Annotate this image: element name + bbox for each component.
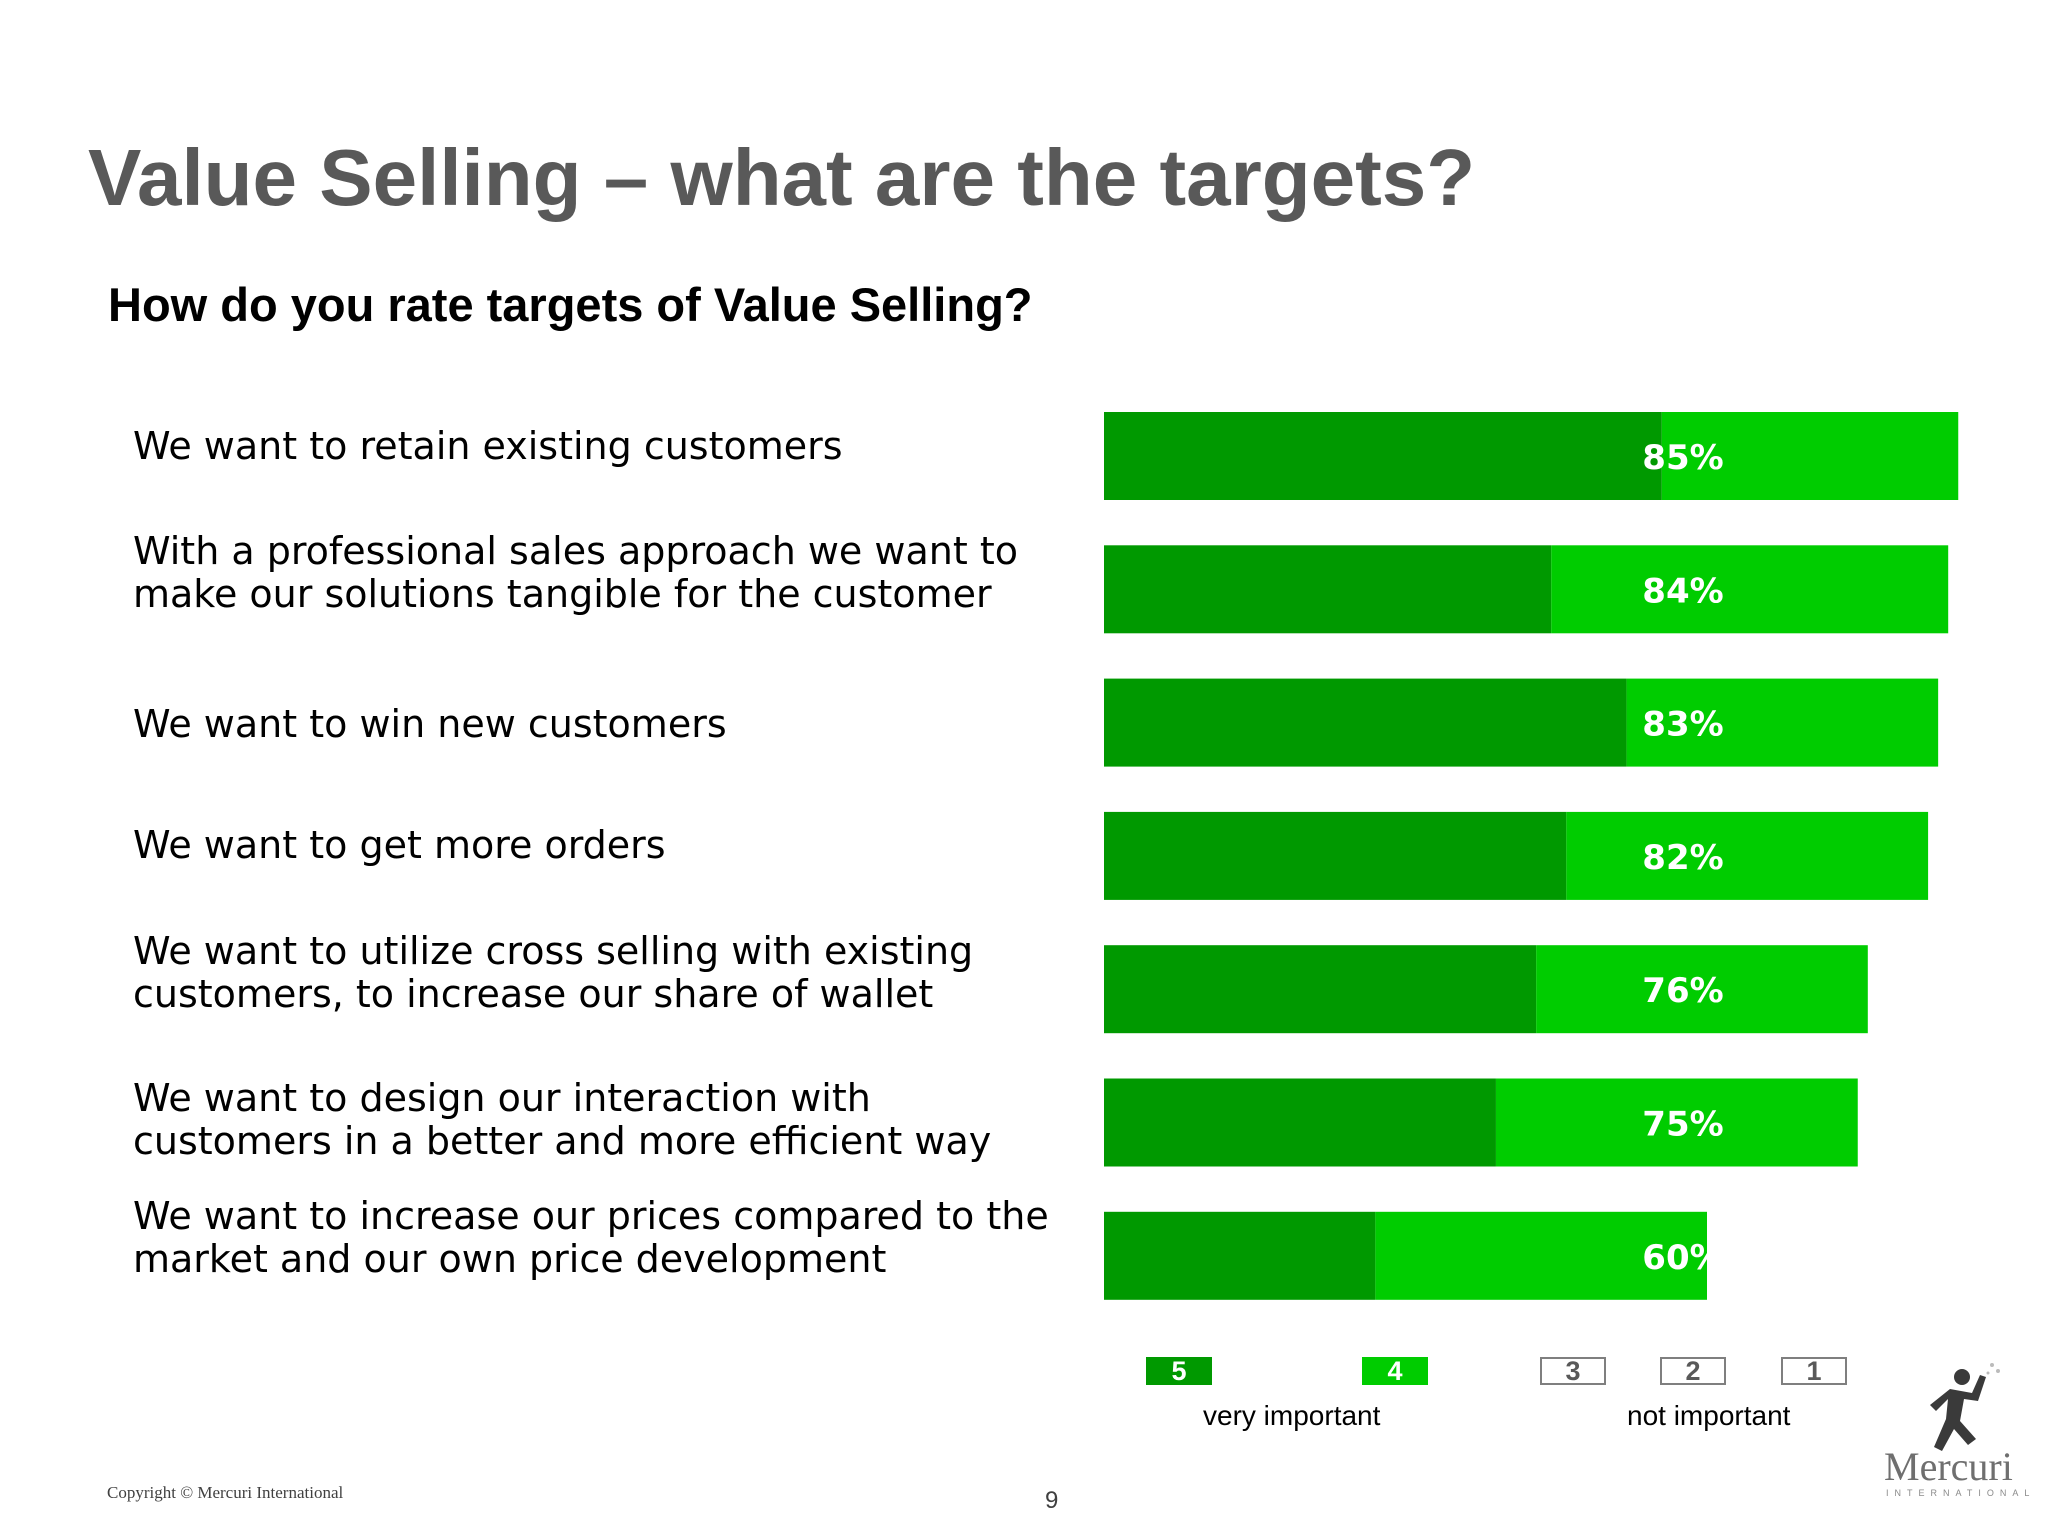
legend-item-5: 5 xyxy=(1146,1357,1212,1385)
bar-segment-rating-4 xyxy=(1551,545,1949,634)
legend-item-3: 3 xyxy=(1540,1357,1606,1385)
legend-item-1: 1 xyxy=(1781,1357,1847,1385)
category-label: We want to utilize cross selling with ex… xyxy=(133,929,974,1016)
bar-segment-rating-5 xyxy=(1104,678,1627,767)
category-label: With a professional sales approach we wa… xyxy=(133,529,1018,616)
legend-item-4: 4 xyxy=(1362,1357,1428,1385)
data-label: 76% xyxy=(1642,971,1723,1011)
logo-wordmark: Mercuri xyxy=(1884,1444,2013,1489)
bar-segment-rating-5 xyxy=(1104,1211,1376,1300)
category-label: We want to increase our prices compared … xyxy=(133,1194,1049,1281)
bar-segment-rating-4 xyxy=(1661,412,1959,500)
logo-subtext: INTERNATIONAL xyxy=(1886,1488,2036,1498)
category-label: We want to design our interaction with c… xyxy=(133,1076,992,1163)
bar-segment-rating-5 xyxy=(1104,545,1552,634)
bar-segment-rating-4 xyxy=(1375,1211,1707,1300)
category-label: We want to win new customers xyxy=(133,702,727,746)
page-subtitle: How do you rate targets of Value Selling… xyxy=(108,278,1033,331)
bar-segment-rating-4 xyxy=(1566,811,1929,900)
category-label: We want to retain existing customers xyxy=(133,424,843,468)
data-label: 83% xyxy=(1642,705,1723,745)
bar-segment-rating-5 xyxy=(1104,1078,1496,1167)
data-label: 60% xyxy=(1642,1238,1723,1278)
copyright-text: Copyright © Mercuri International xyxy=(107,1483,344,1502)
stacked-bar-chart: 85% 84% 83% 82% 76% 75% 60% xyxy=(1104,412,1959,1300)
running-figure-icon xyxy=(1930,1363,2000,1451)
data-label: 84% xyxy=(1642,571,1723,611)
bar-segment-rating-5 xyxy=(1104,811,1567,900)
data-label: 82% xyxy=(1642,838,1723,878)
legend-caption-not-important: not important xyxy=(1627,1400,1791,1431)
bar-segment-rating-4 xyxy=(1626,678,1939,767)
bar-segment-rating-4 xyxy=(1536,945,1868,1034)
data-label: 85% xyxy=(1642,438,1723,478)
legend-item-2: 2 xyxy=(1660,1357,1726,1385)
legend-caption-very-important: very important xyxy=(1203,1400,1381,1431)
page-number: 9 xyxy=(1045,1487,1059,1514)
bar-segment-rating-5 xyxy=(1104,945,1537,1034)
bar-segment-rating-5 xyxy=(1104,412,1662,500)
page-title: Value Selling – what are the targets? xyxy=(88,133,1476,222)
category-label: We want to get more orders xyxy=(133,823,666,867)
bar-segment-rating-4 xyxy=(1495,1078,1858,1167)
data-label: 75% xyxy=(1642,1105,1723,1145)
